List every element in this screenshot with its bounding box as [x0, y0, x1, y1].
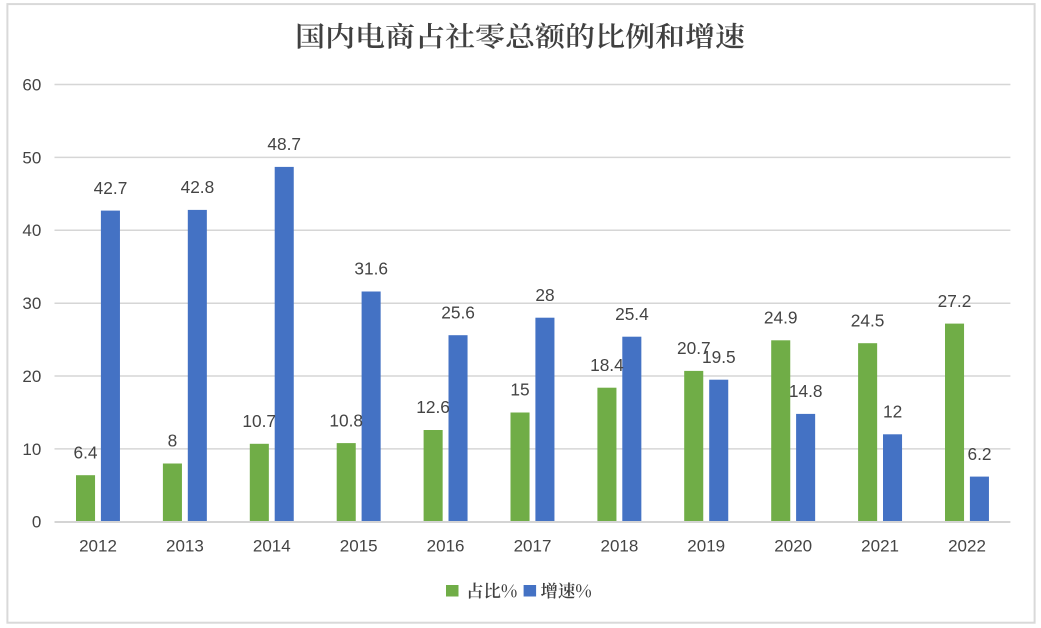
- svg-text:2017: 2017: [514, 537, 552, 556]
- svg-text:6.4: 6.4: [73, 442, 97, 462]
- svg-text:2013: 2013: [166, 537, 204, 556]
- svg-text:25.4: 25.4: [615, 304, 649, 324]
- svg-text:10.7: 10.7: [242, 411, 276, 431]
- svg-text:12: 12: [883, 402, 902, 422]
- svg-text:50: 50: [22, 148, 41, 167]
- svg-text:2022: 2022: [948, 537, 986, 556]
- svg-text:40: 40: [22, 221, 41, 240]
- svg-text:42.8: 42.8: [181, 177, 215, 197]
- svg-text:42.7: 42.7: [94, 178, 128, 198]
- svg-text:19.5: 19.5: [702, 347, 736, 367]
- svg-text:20.7: 20.7: [677, 338, 711, 358]
- svg-text:30: 30: [22, 294, 41, 313]
- svg-text:2016: 2016: [427, 537, 465, 556]
- svg-text:2018: 2018: [600, 537, 638, 556]
- svg-text:6.2: 6.2: [967, 444, 991, 464]
- svg-text:2020: 2020: [774, 537, 812, 556]
- svg-text:8: 8: [168, 431, 178, 451]
- svg-text:0: 0: [32, 513, 41, 532]
- svg-text:2012: 2012: [79, 537, 117, 556]
- svg-text:15: 15: [510, 380, 529, 400]
- svg-text:18.4: 18.4: [590, 355, 624, 375]
- svg-text:14.8: 14.8: [789, 381, 823, 401]
- svg-text:31.6: 31.6: [354, 259, 388, 279]
- svg-text:28: 28: [535, 285, 554, 305]
- svg-text:25.6: 25.6: [441, 302, 475, 322]
- svg-text:24.5: 24.5: [851, 310, 885, 330]
- svg-text:10.8: 10.8: [329, 410, 363, 430]
- svg-text:2015: 2015: [340, 537, 378, 556]
- svg-text:20: 20: [22, 367, 41, 386]
- svg-text:2019: 2019: [687, 537, 725, 556]
- svg-text:48.7: 48.7: [267, 134, 301, 154]
- svg-text:2014: 2014: [253, 537, 291, 556]
- svg-text:10: 10: [22, 440, 41, 459]
- svg-text:60: 60: [22, 75, 41, 94]
- svg-text:12.6: 12.6: [416, 397, 450, 417]
- svg-text:2021: 2021: [861, 537, 899, 556]
- svg-text:27.2: 27.2: [938, 291, 972, 311]
- svg-text:24.9: 24.9: [764, 308, 798, 328]
